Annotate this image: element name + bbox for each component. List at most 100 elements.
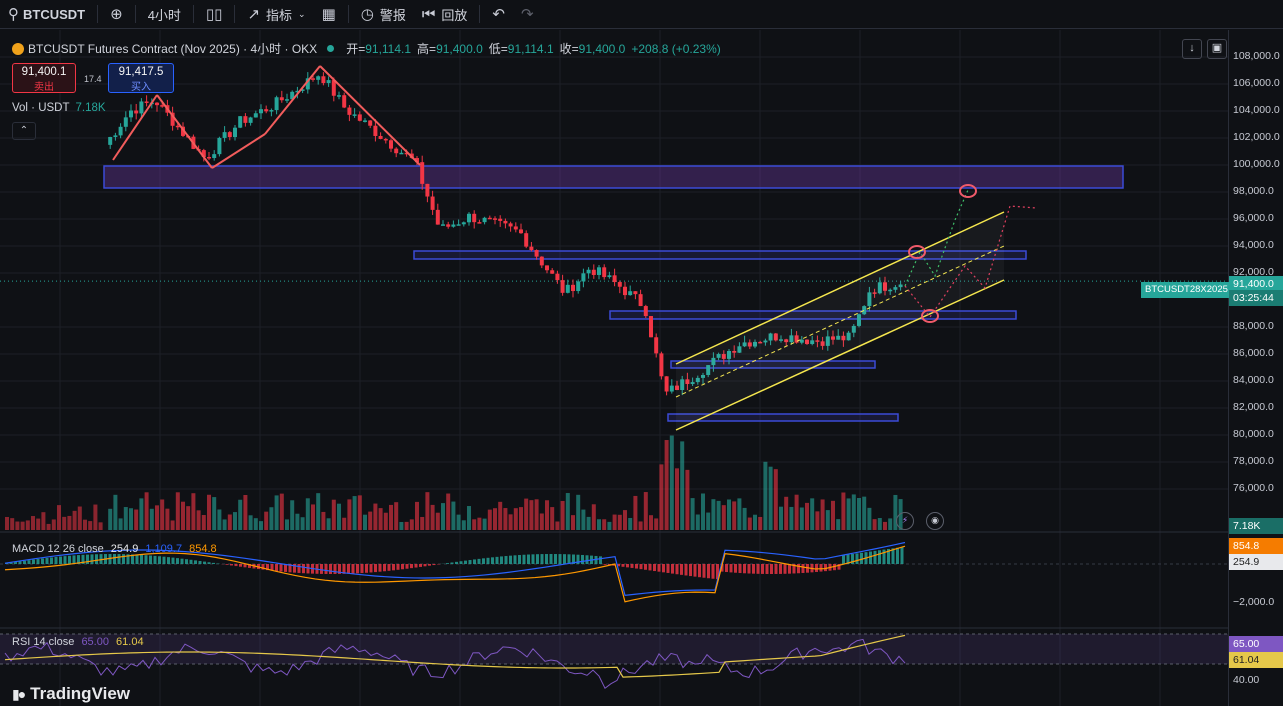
macd-histogram-bar (99, 554, 103, 564)
settings-icon[interactable]: ◉ (926, 512, 944, 530)
macd-histogram-bar (743, 564, 746, 574)
macd-histogram-bar (671, 564, 674, 574)
macd-histogram-bar (432, 564, 436, 566)
macd-histogram-bar (833, 564, 836, 571)
volume-bar (591, 504, 596, 530)
volume-bar (545, 500, 549, 530)
chevron-down-icon: ⌄ (298, 8, 306, 19)
volume-bar (248, 515, 253, 530)
bitcoin-icon (12, 42, 24, 55)
macd-histogram-bar (117, 554, 121, 564)
volume-bar (274, 495, 279, 530)
volume-bar (155, 505, 159, 530)
macd-histogram-bar (180, 558, 184, 564)
layout-button[interactable]: ▦ (314, 0, 344, 29)
volume-bar (841, 492, 846, 530)
volume-bar (191, 493, 196, 530)
volume-bar (201, 515, 206, 530)
macd-histogram-bar (819, 564, 823, 572)
candle-body (420, 162, 425, 184)
collapse-legend-button[interactable]: ⌃ (12, 122, 36, 140)
macd-histogram-bar (468, 560, 472, 564)
candle-body (820, 341, 825, 346)
volume-bar (409, 519, 414, 530)
volume-bar (753, 514, 757, 530)
candle-body (352, 114, 357, 116)
macd-histogram-bar (752, 564, 755, 574)
candle-body (898, 284, 903, 288)
volume-bar (217, 509, 222, 530)
redo-button[interactable]: ↷ (513, 0, 542, 29)
tradingview-logo[interactable]: ▮● TradingView (12, 684, 130, 704)
support-resistance-zones (103, 165, 1124, 422)
lightning-icon[interactable]: ⚡ (896, 512, 914, 530)
candle-body (534, 250, 539, 257)
candle-body (305, 78, 310, 90)
replay-button[interactable]: ⏮ 回放 (414, 0, 476, 29)
volume-bar (389, 504, 393, 530)
macd-histogram-bar (716, 564, 719, 580)
candle-body (721, 354, 726, 359)
undo-button[interactable]: ↶ (484, 0, 513, 29)
indicators-button[interactable]: ↗ 指标 ⌄ (239, 0, 313, 29)
rsi-pane (0, 633, 1228, 690)
volume-bar (607, 521, 612, 530)
candle-body (893, 287, 898, 290)
volume-bar (160, 499, 165, 530)
candle-body (279, 97, 284, 101)
low-value: 91,114.1 (507, 41, 554, 56)
volume-bar (695, 514, 700, 530)
macd-histogram-bar (473, 559, 476, 564)
volume-bar (763, 461, 768, 530)
symbol-search[interactable]: ⚲ BTCUSDT (0, 0, 93, 29)
chart-legend: BTCUSDT Futures Contract (Nov 2025) · 4小… (12, 40, 721, 57)
chart-svg[interactable] (0, 30, 1228, 706)
symbol-price-badge: BTCUSDT28X2025 (1141, 282, 1229, 298)
macd-histogram-bar (86, 554, 89, 564)
fullscreen-button[interactable]: ▣ (1207, 39, 1227, 59)
volume-bar (83, 519, 87, 530)
candle-body (841, 335, 846, 341)
chart-type-button[interactable]: ▯▯ (198, 0, 231, 29)
alert-button[interactable]: ◷ 警报 (353, 0, 414, 29)
interval-button[interactable]: 4小时 (140, 0, 189, 29)
macd-histogram-bar (585, 555, 589, 564)
candle-body (789, 335, 794, 343)
volume-bar (669, 435, 674, 530)
macd-histogram-bar (293, 564, 296, 573)
macd-histogram-bar (617, 564, 620, 567)
macd-histogram-bar (356, 564, 359, 574)
volume-bar (737, 498, 742, 530)
scroll-down-button[interactable]: ↓ (1182, 39, 1202, 59)
macd-histogram-bar (540, 554, 544, 564)
volume-bar (711, 499, 716, 530)
volume-bar (352, 496, 357, 530)
price-axis[interactable]: BTCUSDT28X2025 91,400.0 03:25:44 7.18K 8… (1141, 30, 1283, 706)
macd-label: MACD 12 26 close (12, 543, 104, 555)
macd-histogram-bar (860, 552, 863, 564)
chart-canvas[interactable] (0, 30, 1228, 706)
macd-histogram-bar (333, 564, 337, 574)
macd-histogram-bar (351, 564, 355, 574)
high-label: 高= (417, 42, 437, 56)
candle-body (550, 270, 555, 274)
separator (192, 5, 194, 23)
volume-bar (612, 514, 617, 530)
compare-button[interactable]: ⊕ (102, 0, 131, 29)
candle-body (623, 286, 627, 296)
sell-button[interactable]: 91,400.1 卖出 (12, 63, 76, 93)
buy-button[interactable]: 91,417.5 买入 (108, 63, 174, 93)
volume-bar (123, 507, 128, 530)
macd-histogram-bar (851, 553, 854, 564)
macd-histogram-bar (185, 559, 188, 564)
macd-histogram-bar (158, 556, 161, 564)
current-price-label: 91,400.0 (1229, 276, 1283, 292)
candle-body (498, 218, 503, 221)
macd-tick: −2,000.0 (1233, 596, 1275, 608)
volume-bar (883, 521, 887, 530)
volume-bar (331, 499, 336, 530)
volume-bar (576, 494, 581, 530)
alarm-clock-icon: ◷ (360, 6, 374, 23)
volume-bar (654, 518, 659, 530)
candle-body (482, 217, 487, 223)
